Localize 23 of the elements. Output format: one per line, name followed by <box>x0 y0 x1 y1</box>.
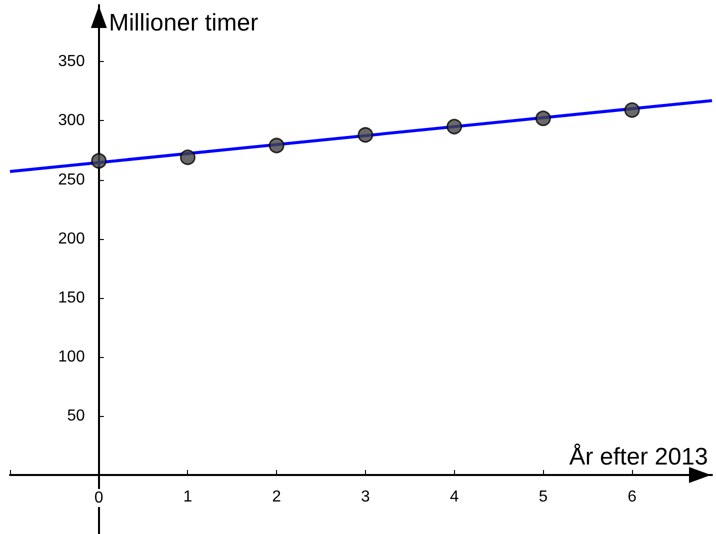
point <box>268 138 284 154</box>
x-tick-label: 4 <box>450 488 459 506</box>
point <box>624 102 640 118</box>
y-tick-label: 150 <box>58 289 85 306</box>
x-tick-label: 3 <box>360 488 370 506</box>
x-tick-label: 2 <box>272 488 282 506</box>
x-tick-label: 1 <box>183 488 192 506</box>
y-tick-label: 250 <box>58 171 85 188</box>
x-axis-title: År efter 2013 <box>569 443 708 470</box>
y-tick-label: 300 <box>58 112 85 130</box>
y-tick-label: 50 <box>67 407 85 424</box>
point <box>358 127 374 143</box>
point <box>91 153 107 169</box>
y-tick-label: 200 <box>58 230 85 248</box>
y-axis-title: Millioner timer <box>108 10 258 36</box>
y-tick-label: 100 <box>58 348 85 366</box>
x-tick-label: 6 <box>628 488 637 506</box>
x-tick-label: 5 <box>538 488 548 506</box>
point <box>446 118 462 134</box>
y-tick-label: 350 <box>58 53 85 70</box>
point <box>535 110 551 126</box>
x-tick-label: 0 <box>94 489 104 506</box>
point <box>180 150 196 166</box>
